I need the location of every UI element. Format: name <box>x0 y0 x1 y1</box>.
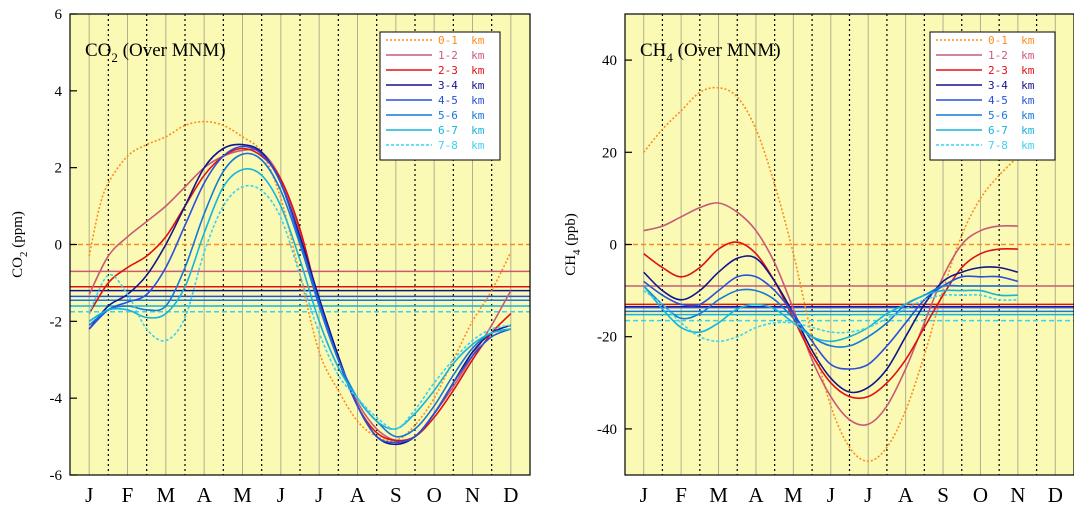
x-tick-label: A <box>748 483 764 507</box>
legend-label: 2-3 km <box>438 64 485 77</box>
co2-title-main: CO <box>85 40 111 61</box>
co2-legend: 0-1 km 1-2 km 2-3 km 3-4 km 4-5 km 5-6 km 6-7 … <box>379 31 501 161</box>
x-tick-label: A <box>350 483 366 507</box>
y-tick-label: 0 <box>610 238 618 254</box>
ch4-legend: 0-1 km 1-2 km 2-3 km 3-4 km 4-5 km 5-6 km 6-7 … <box>929 31 1056 161</box>
co2-title-rest: (Over MNM) <box>118 40 226 61</box>
x-tick-label: M <box>784 483 803 507</box>
co2-series-line <box>88 184 511 430</box>
x-tick-label: D <box>503 483 518 507</box>
y-tick-label: -2 <box>50 314 63 330</box>
ch4-series-line <box>643 284 1018 348</box>
co2-series-line <box>88 145 512 444</box>
y-tick-label: -6 <box>50 468 63 484</box>
x-tick-label: S <box>937 483 949 507</box>
co2-series-line <box>88 147 512 442</box>
x-tick-label: N <box>465 483 480 507</box>
legend-label: 0-1 km <box>438 34 485 47</box>
x-tick-label: O <box>973 483 988 507</box>
ch4-ylabel-sub: 4 <box>571 249 583 255</box>
legend-label: 7-8 km <box>988 139 1035 152</box>
legend-label: 0-1 km <box>988 34 1035 47</box>
y-tick-label: 2 <box>55 161 63 177</box>
x-tick-label: J <box>277 483 285 507</box>
x-tick-label: F <box>122 483 134 507</box>
ch4-ylabel-main: CH <box>563 255 579 276</box>
y-tick-label: 0 <box>55 238 63 254</box>
x-tick-label: F <box>675 483 687 507</box>
y-tick-label: 40 <box>602 53 617 69</box>
y-tick-label: -4 <box>50 391 63 407</box>
legend-label: 5-6 km <box>438 109 485 122</box>
x-tick-label: O <box>427 483 442 507</box>
legend-label: 6-7 km <box>438 124 485 137</box>
ch4-series-lines <box>643 86 1019 463</box>
ch4-title-sub: 4 <box>666 50 673 65</box>
legend-label: 7-8 km <box>438 139 485 152</box>
y-tick-label: 6 <box>55 7 63 23</box>
co2-chart-title: CO2 (Over MNM) <box>85 40 226 65</box>
y-tick-label: -20 <box>597 330 617 346</box>
x-tick-label: J <box>864 483 872 507</box>
ch4-chart-title: CH4 (Over MNM) <box>640 40 781 65</box>
x-tick-label: M <box>156 483 175 507</box>
ch4-y-axis-label: CH4 (ppb) <box>563 213 583 276</box>
co2-series-line <box>88 152 511 438</box>
legend-label: 1-2 km <box>988 49 1035 62</box>
x-tick-label: J <box>640 483 648 507</box>
ch4-series-line <box>643 274 1019 370</box>
legend-label: 3-4 km <box>988 79 1035 92</box>
ch4-series-line <box>643 255 1019 394</box>
co2-series-line <box>88 120 512 442</box>
ch4-series-line <box>643 289 1018 343</box>
y-tick-label: 4 <box>55 84 63 100</box>
legend-label: 1-2 km <box>438 49 485 62</box>
x-tick-label: A <box>197 483 213 507</box>
x-tick-label: J <box>827 483 835 507</box>
legend-box <box>929 31 1056 161</box>
ch4-y-ticks: -40 -20 0 20 40 <box>597 53 632 438</box>
legend-label: 5-6 km <box>988 109 1035 122</box>
x-tick-label: N <box>1010 483 1025 507</box>
x-tick-label: J <box>85 483 93 507</box>
co2-title-sub: 2 <box>111 50 118 65</box>
co2-ylabel-main: CO <box>10 257 26 278</box>
co2-y-ticks: -6 -4 -2 0 2 4 6 <box>50 7 77 484</box>
co2-series-lines <box>88 120 512 446</box>
x-tick-label: J <box>315 483 323 507</box>
legend-label: 4-5 km <box>438 94 485 107</box>
co2-series-line <box>88 168 511 430</box>
ch4-series-line <box>643 202 1018 426</box>
y-tick-label: 20 <box>602 145 617 161</box>
x-tick-label: D <box>1048 483 1063 507</box>
co2-y-axis-label: CO2 (ppm) <box>10 211 30 278</box>
legend-label: 4-5 km <box>988 94 1035 107</box>
x-tick-label: M <box>233 483 252 507</box>
legend-label: 6-7 km <box>988 124 1035 137</box>
ch4-title-rest: (Over MNM) <box>673 40 781 61</box>
co2-mean-lines <box>70 243 530 313</box>
x-tick-label: S <box>390 483 402 507</box>
co2-ylabel-sub: 2 <box>18 252 30 258</box>
legend-label: 2-3 km <box>988 64 1035 77</box>
x-tick-label: M <box>709 483 728 507</box>
ch4-title-main: CH <box>640 40 667 61</box>
ch4-ylabel-rest: (ppb) <box>563 213 579 249</box>
y-tick-label: -40 <box>597 422 617 438</box>
legend-label: 3-4 km <box>438 79 485 92</box>
x-tick-label: A <box>898 483 914 507</box>
legend-box <box>379 31 501 161</box>
co2-ylabel-rest: (ppm) <box>10 211 26 251</box>
ch4-series-line <box>643 285 1018 343</box>
